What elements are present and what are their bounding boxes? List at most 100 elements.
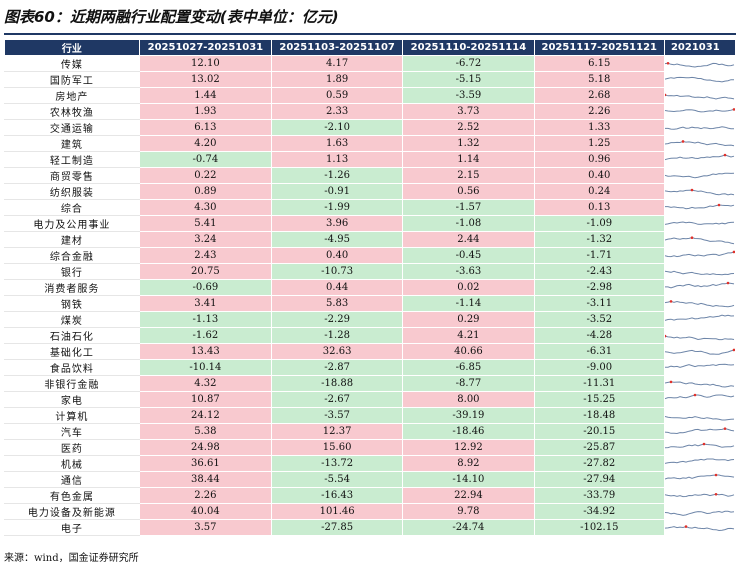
sparkline-peak-marker [723, 427, 727, 430]
sparkline-graphic [665, 314, 734, 321]
value-cell-week-2: -27.85 [270, 519, 404, 536]
value-cell-week-2: -4.95 [270, 231, 404, 248]
industry-name: 煤炭 [4, 311, 140, 328]
table-row: 综合 4.30 -1.99 -1.57 0.13 [4, 199, 736, 216]
industry-name: 计算机 [4, 407, 140, 424]
sparkline-path [665, 428, 735, 435]
value-cell-week-2: 0.44 [270, 279, 404, 296]
value-cell-week-3: -1.57 [402, 199, 535, 216]
value-cell-week-3: 0.29 [402, 311, 535, 328]
value-cell-week-1: 24.12 [138, 407, 272, 424]
trend-sparkline [663, 375, 736, 392]
trend-sparkline [663, 215, 736, 232]
industry-name: 非银行金融 [4, 375, 140, 392]
trend-sparkline [663, 247, 736, 264]
sparkline-peak-marker [714, 492, 718, 496]
sparkline-graphic [665, 61, 735, 68]
trend-sparkline [663, 199, 736, 216]
sparkline-path [665, 526, 735, 532]
value-cell-week-4: 5.18 [533, 71, 665, 88]
sparkline-graphic [665, 270, 734, 276]
sparkline-path [665, 493, 735, 498]
value-cell-week-2: 0.40 [270, 247, 404, 264]
table-row: 食品饮料 -10.14 -2.87 -6.85 -9.00 [4, 359, 736, 376]
value-cell-week-1: 12.10 [138, 55, 272, 72]
value-cell-week-3: 2.15 [402, 167, 535, 184]
table-row: 综合金融 2.43 0.40 -0.45 -1.71 [4, 247, 736, 264]
sparkline-graphic [665, 442, 735, 449]
sparkline-path [665, 154, 735, 160]
table-row: 电力设备及新能源 40.04 101.46 9.78 -34.92 [4, 503, 736, 520]
sparkline-graphic [665, 250, 735, 258]
trend-sparkline [663, 135, 736, 152]
value-cell-week-3: 3.73 [402, 103, 535, 120]
sparkline-path [665, 94, 735, 100]
sparkline-graphic [665, 492, 735, 498]
table-row: 有色金属 2.26 -16.43 22.94 -33.79 [4, 487, 736, 504]
trend-sparkline [663, 359, 736, 376]
sparkline-path [665, 282, 735, 289]
industry-name: 农林牧渔 [4, 103, 140, 120]
sparkline-peak-marker [732, 348, 735, 352]
value-cell-week-1: 2.43 [138, 247, 272, 264]
value-cell-week-4: 0.40 [533, 167, 665, 184]
value-cell-week-4: -3.52 [533, 311, 665, 328]
value-cell-week-2: -2.87 [270, 359, 404, 376]
sparkline-graphic [665, 525, 735, 532]
value-cell-week-4: -1.32 [533, 231, 665, 248]
sparkline-path [665, 381, 735, 388]
sparkline-graphic [665, 126, 734, 130]
industry-name: 建材 [4, 231, 140, 248]
sparkline-path [665, 189, 735, 196]
table-row: 交通运输 6.13 -2.10 2.52 1.33 [4, 119, 736, 136]
value-cell-week-2: -5.54 [270, 471, 404, 488]
sparkline-peak-marker [732, 108, 735, 111]
value-cell-week-3: -6.85 [402, 359, 535, 376]
sparkline-graphic [665, 188, 735, 196]
value-cell-week-2: 4.17 [270, 55, 404, 72]
industry-name: 家电 [4, 391, 140, 408]
value-cell-week-2: 1.13 [270, 151, 404, 168]
sparkline-peak-marker [684, 525, 688, 528]
trend-sparkline [663, 119, 736, 136]
table-row: 轻工制造 -0.74 1.13 1.14 0.96 [4, 151, 736, 168]
table-row: 基础化工 13.43 32.63 40.66 -6.31 [4, 343, 736, 360]
sparkline-peak-marker [714, 473, 718, 477]
sparkline-path [665, 204, 735, 210]
value-cell-week-1: 4.32 [138, 375, 272, 392]
value-cell-week-4: -20.15 [533, 423, 665, 440]
column-header-industry: 行业 [4, 39, 140, 56]
value-cell-week-4: -1.71 [533, 247, 665, 264]
industry-name: 电力及公用事业 [4, 215, 140, 232]
table-row: 计算机 24.12 -3.57 -39.19 -18.48 [4, 407, 736, 424]
sparkline-graphic [665, 427, 735, 435]
industry-name: 综合 [4, 199, 140, 216]
sparkline-path [665, 474, 735, 480]
sparkline-peak-marker [665, 93, 667, 97]
value-cell-week-3: -1.14 [402, 295, 535, 312]
title-divider [4, 33, 736, 35]
value-cell-week-3: 2.44 [402, 231, 535, 248]
industry-name: 食品饮料 [4, 359, 140, 376]
value-cell-week-2: -13.72 [270, 455, 404, 472]
trend-sparkline [663, 407, 736, 424]
value-cell-week-3: 8.00 [402, 391, 535, 408]
value-cell-week-3: 0.56 [402, 183, 535, 200]
column-header-week-4: 20251117-20251121 [533, 39, 665, 56]
value-cell-week-4: -27.82 [533, 455, 665, 472]
sparkline-peak-marker [665, 334, 667, 338]
value-cell-week-1: 20.75 [138, 263, 272, 280]
sparkline-path [665, 314, 734, 321]
table-row: 石油石化 -1.62 -1.28 4.21 -4.28 [4, 327, 736, 344]
value-cell-week-2: 15.60 [270, 439, 404, 456]
value-cell-week-2: 2.33 [270, 103, 404, 120]
value-cell-week-4: -15.25 [533, 391, 665, 408]
industry-name: 电子 [4, 519, 140, 536]
trend-sparkline [663, 391, 736, 408]
value-cell-week-4: 6.15 [533, 55, 665, 72]
header-row: 行业 20251027-20251031 20251103-20251107 2… [4, 39, 736, 56]
sparkline-graphic [665, 363, 735, 368]
sparkline-path [665, 237, 735, 245]
table-row: 医药 24.98 15.60 12.92 -25.87 [4, 439, 736, 456]
value-cell-week-3: -39.19 [402, 407, 535, 424]
